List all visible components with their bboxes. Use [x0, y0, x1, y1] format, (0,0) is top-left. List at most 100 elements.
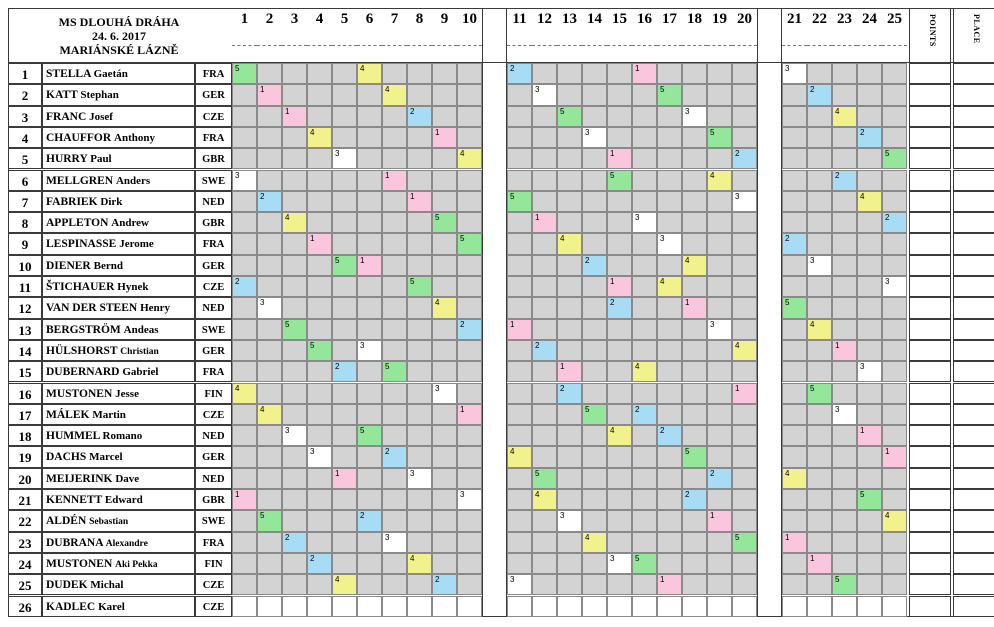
empty-cell — [832, 148, 857, 170]
place-cell[interactable] — [953, 552, 994, 575]
rider-nationality: GER — [195, 446, 232, 468]
place-cell[interactable] — [953, 276, 994, 298]
empty-cell — [432, 425, 457, 447]
points-cell[interactable] — [909, 276, 951, 298]
points-cell[interactable] — [909, 297, 951, 319]
empty-cell — [707, 446, 732, 468]
empty-cell — [732, 105, 757, 127]
header-slot — [282, 30, 307, 46]
empty-cell — [457, 531, 482, 553]
points-cell[interactable] — [909, 510, 951, 532]
points-cell[interactable] — [909, 148, 951, 170]
place-cell[interactable] — [953, 212, 994, 234]
points-cell[interactable] — [909, 84, 951, 106]
empty-cell — [607, 446, 632, 468]
points-cell[interactable] — [909, 212, 951, 234]
place-cell[interactable] — [953, 126, 994, 149]
empty-cell — [632, 531, 657, 553]
rider-number: 5 — [8, 148, 42, 170]
empty-cell — [507, 467, 532, 489]
points-cell[interactable] — [909, 552, 951, 575]
place-cell[interactable] — [953, 382, 994, 404]
points-cell[interactable] — [909, 126, 951, 149]
empty-cell — [307, 84, 332, 106]
empty-cell — [532, 169, 557, 191]
points-cell[interactable] — [909, 382, 951, 404]
empty-cell — [607, 190, 632, 213]
place-cell[interactable] — [953, 403, 994, 426]
lane-cell: 3 — [282, 425, 307, 447]
points-cell[interactable] — [909, 425, 951, 447]
lane-cell: 1 — [607, 148, 632, 170]
header-slot — [607, 30, 632, 46]
place-cell[interactable] — [953, 574, 994, 596]
place-cell[interactable] — [953, 531, 994, 553]
heat-number: 5 — [340, 11, 349, 27]
empty-cell — [807, 276, 832, 298]
place-cell[interactable] — [953, 169, 994, 191]
points-cell[interactable] — [909, 63, 951, 85]
points-cell[interactable] — [909, 318, 951, 340]
lane-cell: 2 — [507, 63, 532, 85]
points-cell[interactable] — [909, 169, 951, 191]
place-cell[interactable] — [953, 190, 994, 213]
empty-cell — [557, 126, 582, 149]
place-cell[interactable] — [953, 318, 994, 340]
empty-cell — [632, 467, 657, 489]
points-cell[interactable] — [909, 361, 951, 383]
lane-cell: 3 — [232, 169, 257, 191]
empty-cell — [607, 318, 632, 340]
rider-nationality: GER — [195, 254, 232, 276]
empty-cell — [232, 425, 257, 447]
event-date: 24. 6. 2017 — [92, 29, 146, 43]
points-cell[interactable] — [909, 233, 951, 255]
points-cell[interactable] — [909, 531, 951, 553]
place-cell[interactable] — [953, 148, 994, 170]
rider-first-name: Jerome — [119, 238, 154, 251]
place-cell[interactable] — [953, 339, 994, 362]
points-cell[interactable] — [909, 254, 951, 276]
rider-nationality: FRA — [195, 233, 232, 255]
place-cell[interactable] — [953, 446, 994, 468]
empty-cell — [532, 190, 557, 213]
points-cell[interactable] — [909, 574, 951, 596]
empty-cell — [532, 382, 557, 404]
empty-cell — [257, 126, 282, 149]
lane-cell: 2 — [732, 148, 757, 170]
empty-cell — [832, 63, 857, 85]
place-cell[interactable] — [953, 84, 994, 106]
points-cell[interactable] — [909, 105, 951, 127]
empty-cell — [382, 126, 407, 149]
points-cell[interactable] — [909, 489, 951, 511]
points-cell[interactable] — [909, 339, 951, 362]
place-cell[interactable] — [953, 361, 994, 383]
place-cell[interactable] — [953, 467, 994, 489]
empty-cell — [507, 595, 532, 617]
empty-cell — [257, 595, 282, 617]
points-cell[interactable] — [909, 403, 951, 426]
place-cell[interactable] — [953, 105, 994, 127]
place-cell[interactable] — [953, 254, 994, 276]
place-cell[interactable] — [953, 510, 994, 532]
points-cell[interactable] — [909, 595, 951, 617]
place-cell[interactable] — [953, 595, 994, 617]
empty-cell — [407, 595, 432, 617]
empty-cell — [832, 552, 857, 575]
empty-cell — [332, 595, 357, 617]
points-cell[interactable] — [909, 190, 951, 213]
place-cell[interactable] — [953, 63, 994, 85]
points-cell[interactable] — [909, 446, 951, 468]
empty-cell — [532, 126, 557, 149]
points-cell[interactable] — [909, 467, 951, 489]
empty-cell — [632, 105, 657, 127]
lane-cell: 5 — [882, 148, 907, 170]
lane-cell: 5 — [607, 169, 632, 191]
empty-cell — [332, 382, 357, 404]
place-cell[interactable] — [953, 233, 994, 255]
place-cell[interactable] — [953, 489, 994, 511]
empty-cell — [832, 233, 857, 255]
place-cell[interactable] — [953, 297, 994, 319]
lane-cell: 5 — [707, 126, 732, 149]
place-cell[interactable] — [953, 425, 994, 447]
lane-cell: 4 — [882, 510, 907, 532]
